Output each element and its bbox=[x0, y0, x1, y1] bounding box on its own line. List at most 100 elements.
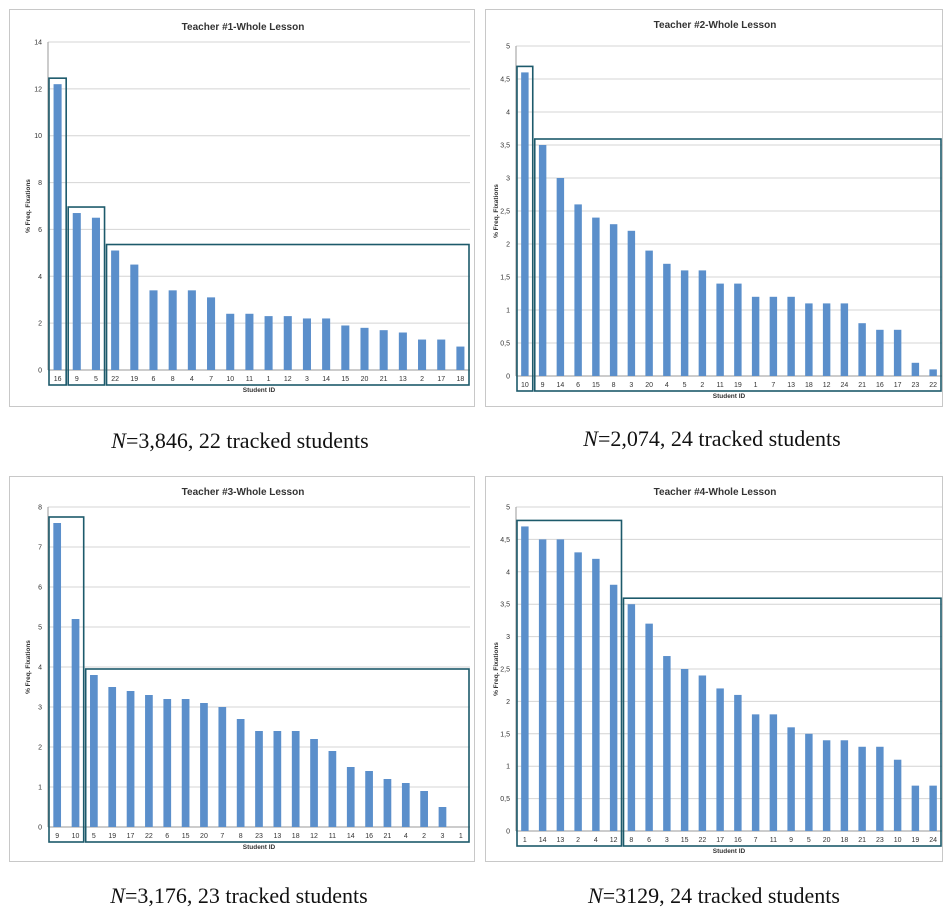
bar-3 bbox=[663, 656, 671, 831]
x-tick-label: 17 bbox=[894, 382, 902, 389]
x-axis-label: Student ID bbox=[243, 844, 276, 851]
x-tick-label: 15 bbox=[341, 376, 349, 383]
x-tick-label: 8 bbox=[239, 833, 243, 840]
x-tick-label: 21 bbox=[858, 837, 866, 844]
y-tick-label: 1 bbox=[506, 764, 510, 771]
highlight-group-box bbox=[84, 668, 470, 843]
caption-teacher-4: N=3129, 24 tracked students bbox=[484, 883, 944, 909]
caption-text: =3,176, 23 tracked students bbox=[124, 883, 368, 908]
x-tick-label: 15 bbox=[681, 837, 689, 844]
x-tick-label: 12 bbox=[310, 833, 318, 840]
bar-6 bbox=[574, 204, 582, 376]
y-tick-label: 1,5 bbox=[500, 731, 510, 738]
x-tick-label: 3 bbox=[305, 376, 309, 383]
caption-teacher-1: N=3,846, 22 tracked students bbox=[10, 428, 470, 454]
x-tick-label: 18 bbox=[840, 837, 848, 844]
x-tick-label: 22 bbox=[929, 382, 937, 389]
x-tick-label: 10 bbox=[226, 376, 234, 383]
x-tick-label: 7 bbox=[771, 382, 775, 389]
x-tick-label: 24 bbox=[929, 837, 937, 844]
x-tick-label: 9 bbox=[75, 376, 79, 383]
x-tick-label: 22 bbox=[145, 833, 153, 840]
x-tick-label: 18 bbox=[457, 376, 465, 383]
chart-title: Teacher #4-Whole Lesson bbox=[654, 487, 777, 498]
x-tick-label: 1 bbox=[754, 382, 758, 389]
bar-2 bbox=[698, 270, 707, 376]
x-tick-label: 11 bbox=[329, 833, 336, 840]
x-tick-label: 1 bbox=[267, 376, 271, 383]
bar-20 bbox=[645, 250, 653, 376]
x-tick-label: 6 bbox=[647, 837, 651, 844]
y-tick-label: 2 bbox=[506, 699, 510, 706]
bar-16 bbox=[876, 329, 884, 376]
x-tick-label: 20 bbox=[200, 833, 208, 840]
x-tick-label: 17 bbox=[127, 833, 135, 840]
chart-title: Teacher #2-Whole Lesson bbox=[654, 20, 777, 31]
bar-24 bbox=[929, 785, 937, 831]
bar-9 bbox=[538, 145, 547, 376]
x-tick-label: 4 bbox=[665, 382, 669, 389]
y-tick-label: 2,5 bbox=[500, 209, 510, 216]
bar-14 bbox=[538, 539, 547, 831]
y-tick-label: 7 bbox=[38, 545, 42, 552]
bar-13 bbox=[556, 539, 565, 831]
bar-14 bbox=[556, 178, 565, 376]
bar-15 bbox=[181, 699, 190, 827]
bar-11 bbox=[769, 714, 778, 831]
y-tick-label: 3,5 bbox=[500, 602, 510, 609]
x-tick-label: 19 bbox=[911, 837, 919, 844]
y-tick-label: 4 bbox=[506, 110, 510, 117]
bar-10 bbox=[893, 759, 902, 831]
x-tick-label: 14 bbox=[322, 376, 330, 383]
caption-teacher-3: N=3,176, 23 tracked students bbox=[9, 883, 469, 909]
caption-text: =3,846, 22 tracked students bbox=[125, 428, 369, 453]
x-tick-label: 7 bbox=[220, 833, 224, 840]
y-tick-label: 5 bbox=[506, 44, 510, 51]
bar-3 bbox=[302, 318, 311, 370]
bar-9 bbox=[72, 213, 81, 370]
x-tick-label: 12 bbox=[284, 376, 292, 383]
x-tick-label: 14 bbox=[556, 382, 564, 389]
bar-10 bbox=[521, 72, 529, 377]
y-tick-label: 0 bbox=[38, 368, 42, 375]
x-tick-label: 2 bbox=[576, 837, 580, 844]
x-axis-label: Student ID bbox=[243, 387, 276, 394]
bar-10 bbox=[226, 313, 235, 370]
bar-2 bbox=[420, 791, 428, 827]
highlight-group-box bbox=[533, 138, 942, 392]
x-tick-label: 16 bbox=[734, 837, 742, 844]
caption-teacher-2: N=2,074, 24 tracked students bbox=[482, 426, 942, 452]
y-tick-label: 3 bbox=[506, 634, 510, 641]
bar-3 bbox=[438, 807, 447, 827]
bar-23 bbox=[911, 362, 920, 376]
x-tick-label: 21 bbox=[858, 382, 866, 389]
bar-12 bbox=[609, 584, 618, 831]
chart-title: Teacher #3-Whole Lesson bbox=[182, 487, 305, 498]
y-tick-label: 5 bbox=[38, 625, 42, 632]
y-tick-label: 3,5 bbox=[500, 143, 510, 150]
bar-15 bbox=[341, 325, 350, 370]
x-tick-label: 1 bbox=[459, 833, 463, 840]
x-tick-label: 18 bbox=[805, 382, 813, 389]
x-tick-label: 13 bbox=[273, 833, 281, 840]
y-tick-label: 0 bbox=[506, 374, 510, 381]
x-tick-label: 2 bbox=[700, 382, 704, 389]
bar-3 bbox=[627, 230, 636, 376]
bar-1 bbox=[751, 296, 760, 376]
bar-21 bbox=[858, 323, 866, 376]
bar-6 bbox=[149, 290, 158, 370]
bar-12 bbox=[822, 303, 831, 376]
x-tick-label: 20 bbox=[645, 382, 653, 389]
bar-4 bbox=[592, 558, 600, 831]
x-tick-label: 3 bbox=[629, 382, 633, 389]
bar-8 bbox=[609, 224, 618, 376]
x-tick-label: 9 bbox=[55, 833, 59, 840]
y-tick-label: 2 bbox=[38, 745, 42, 752]
highlight-group-box bbox=[105, 243, 470, 386]
bar-11 bbox=[245, 313, 254, 370]
highlight-group-box bbox=[622, 597, 942, 847]
bar-6 bbox=[645, 623, 653, 831]
x-tick-label: 8 bbox=[612, 382, 616, 389]
y-tick-label: 6 bbox=[38, 585, 42, 592]
